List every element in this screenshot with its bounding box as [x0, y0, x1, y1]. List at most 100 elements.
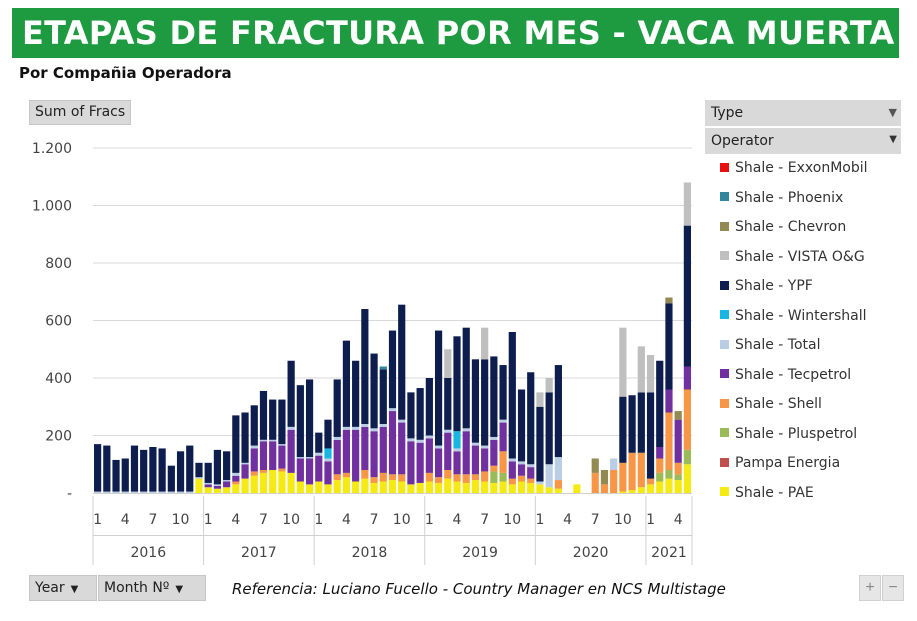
- bar-segment: [490, 439, 498, 466]
- bar-segment: [287, 429, 295, 473]
- bar-segment: [425, 435, 433, 439]
- bar-segment: [278, 471, 286, 493]
- bar-segment: [223, 451, 231, 481]
- bar-segment: [269, 439, 277, 442]
- y-tick-label: 200: [45, 429, 72, 445]
- bar-segment: [287, 472, 295, 493]
- bar-segment: [471, 359, 480, 443]
- legend-swatch: [720, 487, 729, 496]
- bar-segment: [296, 385, 304, 458]
- bar-segment: [259, 470, 268, 473]
- collapse-field-button[interactable]: −: [882, 575, 904, 601]
- x-month-tick-label: 10: [393, 512, 411, 528]
- bar-segment: [628, 452, 636, 491]
- bar-segment: [204, 482, 212, 485]
- bar-segment: [379, 481, 387, 493]
- bar-segment: [628, 395, 636, 453]
- bar-segment: [453, 336, 461, 432]
- bar-segment: [370, 353, 378, 429]
- bar-segment: [333, 436, 341, 440]
- x-year-label: 2020: [573, 545, 609, 561]
- expand-field-button[interactable]: +: [859, 575, 881, 601]
- bar-segment: [352, 426, 360, 430]
- bar-segment: [370, 477, 378, 483]
- bar-segment: [232, 481, 240, 485]
- bar-segment: [379, 424, 387, 427]
- bar-segment: [195, 478, 203, 493]
- bar-segment: [527, 464, 535, 468]
- bar-segment: [508, 458, 516, 462]
- legend-label: Shale - Total: [735, 337, 821, 353]
- bar-segment: [278, 399, 286, 445]
- legend-label: Shale - Chevron: [735, 219, 847, 235]
- bar-segment: [278, 444, 286, 446]
- bar-segment: [296, 457, 304, 459]
- x-month-tick-label: 10: [614, 512, 632, 528]
- x-year-label: 2021: [651, 545, 687, 561]
- year-field-button[interactable]: Year ▼: [29, 575, 97, 601]
- bar-segment: [324, 461, 332, 485]
- bar-segment: [444, 470, 452, 479]
- bar-segment: [130, 445, 139, 492]
- bar-segment: [444, 349, 452, 378]
- bar-segment: [398, 474, 406, 482]
- bar-segment: [388, 474, 397, 481]
- legend-label: Shale - YPF: [735, 278, 813, 294]
- legend-label: Shale - PAE: [735, 484, 814, 501]
- bar-segment: [425, 438, 433, 473]
- bar-segment: [370, 431, 378, 478]
- bar-segment: [490, 465, 498, 472]
- bar-segment: [241, 478, 249, 493]
- bar-segment: [186, 445, 194, 492]
- bar-segment: [499, 451, 507, 473]
- bar-segment: [315, 452, 323, 456]
- bar-segment: [250, 471, 258, 476]
- bar-segment: [536, 392, 544, 407]
- bar-segment: [545, 378, 553, 393]
- bar-segment: [287, 426, 295, 430]
- bar-segment: [370, 428, 378, 432]
- bar-segment: [637, 346, 645, 393]
- bar-segment: [683, 449, 691, 465]
- legend-item: Shale - ExxonMobil: [720, 160, 868, 180]
- legend-label: Shale - Wintershall: [735, 307, 867, 324]
- bar-segment: [536, 406, 544, 482]
- bar-segment: [278, 445, 286, 469]
- legend-field-operator[interactable]: Operator ▼: [705, 128, 901, 154]
- legend-item: Shale - Phoenix: [720, 190, 843, 210]
- values-field-button[interactable]: Sum of Fracs: [29, 100, 132, 125]
- bar-segment: [315, 432, 323, 453]
- bar-segment: [508, 332, 516, 459]
- chevron-down-icon[interactable]: ▼: [889, 134, 897, 145]
- x-month-tick-label: 1: [314, 512, 323, 528]
- legend-field-type[interactable]: Type ▼: [705, 100, 901, 126]
- x-year-label: 2016: [130, 545, 166, 561]
- bar-segment: [342, 472, 351, 478]
- bar-segment: [176, 451, 185, 492]
- bar-segment: [527, 482, 535, 493]
- bar-segment: [269, 470, 277, 493]
- bar-segment: [462, 431, 470, 475]
- bar-segment: [232, 475, 240, 482]
- bar-segment: [434, 330, 443, 446]
- bar-segment: [324, 448, 332, 459]
- bar-segment: [683, 366, 691, 390]
- bar-segment: [591, 472, 599, 493]
- bar-segment: [398, 422, 406, 475]
- bar-segment: [296, 458, 304, 482]
- bar-segment: [665, 297, 673, 304]
- title-banner: ETAPAS DE FRACTURA POR MES - VACA MUERTA: [12, 8, 899, 58]
- x-month-tick-label: 7: [480, 512, 489, 528]
- legend-swatch: [720, 221, 729, 231]
- bar-segment: [223, 480, 231, 482]
- filter-icon[interactable]: ▼: [888, 106, 897, 119]
- legend-swatch: [720, 369, 729, 378]
- bar-segment: [361, 426, 369, 470]
- y-tick-label: 600: [45, 314, 72, 330]
- bar-segment: [407, 392, 415, 439]
- bar-segment: [352, 481, 360, 493]
- legend-label: Shale - Tecpetrol: [735, 366, 852, 383]
- bar-segment: [259, 441, 268, 470]
- month-field-button[interactable]: Month Nº ▼: [98, 575, 206, 601]
- bar-segment: [388, 480, 397, 493]
